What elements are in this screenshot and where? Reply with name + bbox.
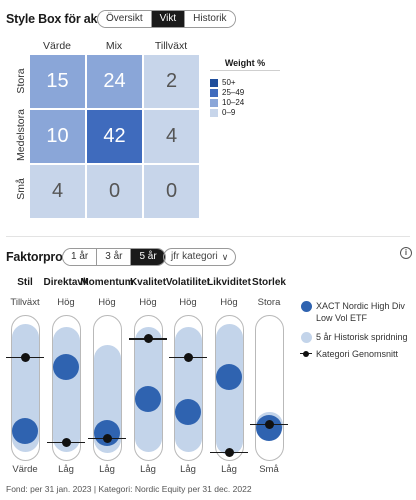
- tab-vikt[interactable]: Vikt: [151, 11, 186, 27]
- legend-label: 50+: [222, 78, 236, 87]
- fund-marker: [216, 363, 242, 390]
- fund-marker: [175, 399, 201, 426]
- col-label-mix: Mix: [105, 40, 123, 52]
- fund-marker: [135, 386, 161, 413]
- factor-bottom-label: Värde: [12, 464, 38, 475]
- category-key-dot: [303, 351, 309, 357]
- stylebox-cell: 0: [144, 165, 199, 218]
- factor-range: [174, 326, 202, 452]
- row-label-stora: Stora: [15, 68, 27, 94]
- factor-range: [52, 326, 80, 452]
- stylebox-cell: 24: [87, 55, 142, 108]
- stylebox-title: Style Box för aktier: [6, 12, 116, 26]
- period-5-year[interactable]: 5 år: [131, 249, 165, 265]
- factor-top-label: Hög: [139, 297, 157, 308]
- factor-top-label: Tillväxt: [10, 297, 40, 308]
- factor-bottom-label: Låg: [99, 464, 115, 475]
- compare-category-label: jfr kategori: [171, 251, 218, 262]
- category-marker: [102, 433, 112, 443]
- period-tabs: 1 år 3 år 5 år: [62, 248, 166, 266]
- factor-name: Direktavk: [43, 277, 89, 288]
- factor-title: Faktorprofil: [6, 250, 74, 264]
- legend-item: 25–49: [210, 88, 280, 97]
- legend-item: 0–9: [210, 108, 280, 117]
- factor-bottom-label: Små: [259, 464, 279, 475]
- legend-label: 25–49: [222, 88, 245, 97]
- legend-swatch: [210, 108, 218, 117]
- factor-top-label: Hög: [220, 297, 238, 308]
- fund-marker: [53, 353, 79, 380]
- period-3-year[interactable]: 3 år: [97, 249, 132, 265]
- category-marker: [224, 447, 234, 457]
- category-marker: [20, 352, 30, 362]
- footer-note: Fond: per 31 jan. 2023 | Kategori: Nordi…: [6, 484, 252, 494]
- factor-name: Stil: [17, 277, 33, 288]
- stylebox-cell: 10: [30, 110, 85, 163]
- factor-name: Storlek: [252, 277, 286, 288]
- tab-oversikt[interactable]: Översikt: [98, 11, 152, 27]
- stylebox-cell: 2: [144, 55, 199, 108]
- category-marker: [143, 334, 153, 344]
- legend-label: 10–24: [222, 98, 245, 107]
- stylebox-header: Style Box för aktier: [6, 9, 116, 29]
- range-key-swatch: [301, 332, 312, 343]
- factor-bottom-label: Låg: [180, 464, 196, 475]
- chevron-down-icon: ∨: [221, 252, 229, 262]
- factor-name: Volatilitet: [165, 277, 211, 288]
- range-key-label: 5 år Historisk spridning: [316, 332, 408, 342]
- period-1-year[interactable]: 1 år: [63, 249, 98, 265]
- factor-name: Kvalitet: [129, 277, 167, 288]
- legend-swatch: [210, 98, 218, 107]
- section-divider: [6, 236, 410, 237]
- factor-bottom-label: Låg: [58, 464, 74, 475]
- legend-item: 10–24: [210, 98, 280, 107]
- factor-name: Likviditet: [207, 277, 251, 288]
- factor-header: Faktorprofil: [6, 247, 73, 267]
- col-label-varde: Värde: [42, 40, 72, 52]
- weight-legend: Weight % 50+ 25–49 10–24 0–9: [210, 58, 280, 118]
- factor-top-label: Hög: [179, 297, 197, 308]
- factor-top-label: Hög: [57, 297, 75, 308]
- factor-top-label: Stora: [257, 297, 281, 308]
- stylebox-cell: 4: [144, 110, 199, 163]
- factor-bottom-label: Låg: [221, 464, 237, 475]
- factor-bottom-label: Låg: [140, 464, 156, 475]
- stylebox-cell: 15: [30, 55, 85, 108]
- legend-item: 50+: [210, 78, 280, 87]
- factor-name: Momentum: [80, 277, 134, 288]
- col-label-tillvaxt: Tillväxt: [154, 40, 188, 52]
- stylebox-view-tabs: Översikt Vikt Historik: [97, 10, 236, 28]
- factor-top-label: Hög: [98, 297, 116, 308]
- stylebox-cell: 4: [30, 165, 85, 218]
- category-marker: [183, 352, 193, 362]
- fund-key-label: XACT Nordic High Div Low Vol ETF: [316, 301, 405, 323]
- category-marker: [61, 437, 71, 447]
- tab-historik[interactable]: Historik: [185, 11, 235, 27]
- stylebox-cell: 42: [87, 110, 142, 163]
- fund-key-swatch: [301, 301, 312, 312]
- category-marker: [264, 419, 274, 429]
- compare-category-dropdown[interactable]: jfr kategori ∨: [163, 248, 237, 266]
- category-key-label: Kategori Genomsnitt: [316, 349, 399, 359]
- row-label-sma: Små: [15, 178, 27, 200]
- info-icon[interactable]: i: [400, 247, 412, 259]
- legend-label: 0–9: [222, 108, 236, 117]
- legend-swatch: [210, 88, 218, 97]
- row-label-medelstora: Medelstora: [15, 109, 27, 161]
- legend-swatch: [210, 78, 218, 87]
- fund-marker: [12, 417, 38, 444]
- stylebox-cell: 0: [87, 165, 142, 218]
- legend-title: Weight %: [210, 58, 280, 71]
